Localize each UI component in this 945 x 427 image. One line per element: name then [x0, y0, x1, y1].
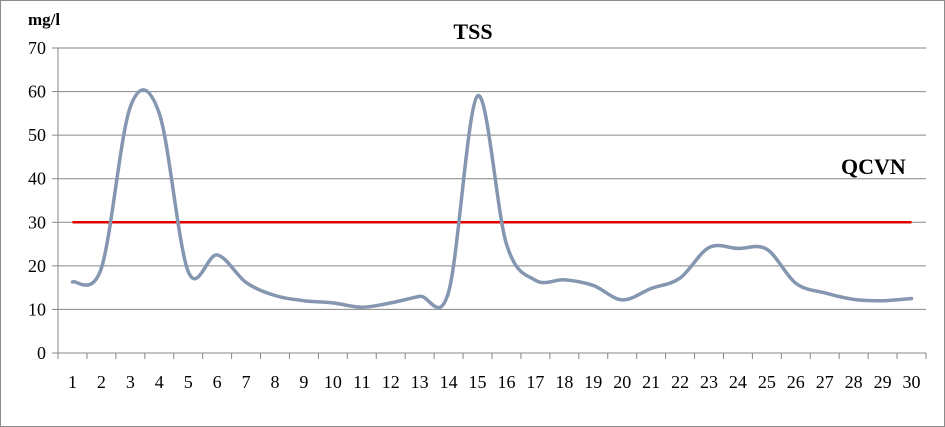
x-tick-label: 15 — [469, 372, 487, 392]
y-tick-label: 20 — [28, 256, 46, 276]
x-tick-label: 7 — [242, 372, 251, 392]
x-tick-label: 28 — [845, 372, 863, 392]
x-tick-label: 27 — [816, 372, 834, 392]
axes — [52, 47, 927, 359]
chart-title: TSS — [453, 19, 492, 44]
x-tick-label: 1 — [68, 372, 77, 392]
x-tick-label: 24 — [729, 372, 747, 392]
y-tick-label: 10 — [28, 299, 46, 319]
x-tick-label: 23 — [700, 372, 718, 392]
y-tick-label: 60 — [28, 82, 46, 102]
y-tick-labels: 0 10 20 30 40 50 60 70 — [28, 38, 46, 363]
x-tick-label: 8 — [271, 372, 280, 392]
y-axis-unit-label: mg/l — [28, 10, 60, 29]
y-tick-label: 40 — [28, 169, 46, 189]
x-tick-label: 11 — [353, 372, 370, 392]
x-tick-label: 4 — [155, 372, 164, 392]
x-tick-labels: 1 2 3 4 5 6 7 8 9 10 11 12 13 14 15 16 17 18 19 20 21 22 23 24 2… — [68, 372, 921, 392]
x-tick-label: 25 — [758, 372, 776, 392]
x-tick-label: 5 — [184, 372, 193, 392]
y-tick-label: 0 — [37, 343, 46, 363]
x-tick-label: 16 — [497, 372, 515, 392]
x-tick-label: 2 — [97, 372, 106, 392]
series-group — [70, 88, 914, 310]
x-tick-label: 17 — [526, 372, 544, 392]
x-tick-label: 30 — [903, 372, 921, 392]
x-tick-label: 22 — [671, 372, 689, 392]
y-tick-label: 70 — [28, 38, 46, 58]
x-tick-label: 12 — [382, 372, 400, 392]
x-tick-label: 10 — [324, 372, 342, 392]
x-tick-label: 3 — [126, 372, 135, 392]
x-tick-label: 6 — [213, 372, 222, 392]
y-tick-label: 30 — [28, 212, 46, 232]
x-tick-label: 21 — [642, 372, 660, 392]
tss-series-line — [70, 88, 914, 310]
x-tick-label: 9 — [299, 372, 308, 392]
x-tick-label: 26 — [787, 372, 805, 392]
reference-line-label: QCVN — [841, 154, 906, 179]
x-tick-label: 18 — [555, 372, 573, 392]
x-tick-label: 13 — [411, 372, 429, 392]
x-tick-label: 14 — [440, 372, 458, 392]
x-tick-label: 19 — [584, 372, 602, 392]
x-tick-label: 20 — [613, 372, 631, 392]
y-tick-label: 50 — [28, 125, 46, 145]
x-tick-label: 29 — [874, 372, 892, 392]
